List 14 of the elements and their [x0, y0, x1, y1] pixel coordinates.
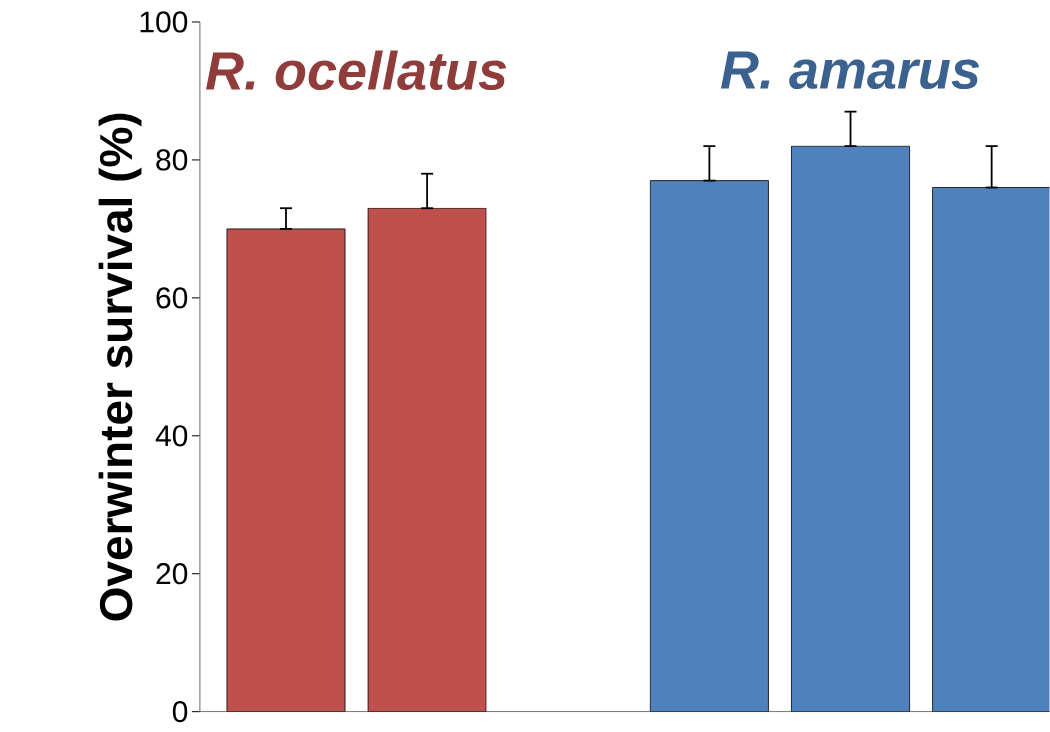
- y-tick-label: 20: [156, 563, 188, 585]
- bar: [226, 228, 346, 712]
- y-axis-title: Overwinter survival (%): [98, 113, 142, 621]
- y-tick-label: 80: [156, 149, 188, 171]
- series-label: R. amarus: [720, 51, 980, 90]
- text: R. ocellatus: [206, 50, 507, 91]
- bar: [367, 207, 487, 712]
- bar: [649, 180, 769, 712]
- y-tick-label: 40: [155, 425, 188, 447]
- bar: [791, 145, 910, 712]
- bar: [932, 187, 1050, 712]
- y-tick-label: 100: [140, 11, 188, 33]
- y-tick-label: 0: [172, 701, 188, 723]
- y-tick-label: 60: [156, 287, 188, 309]
